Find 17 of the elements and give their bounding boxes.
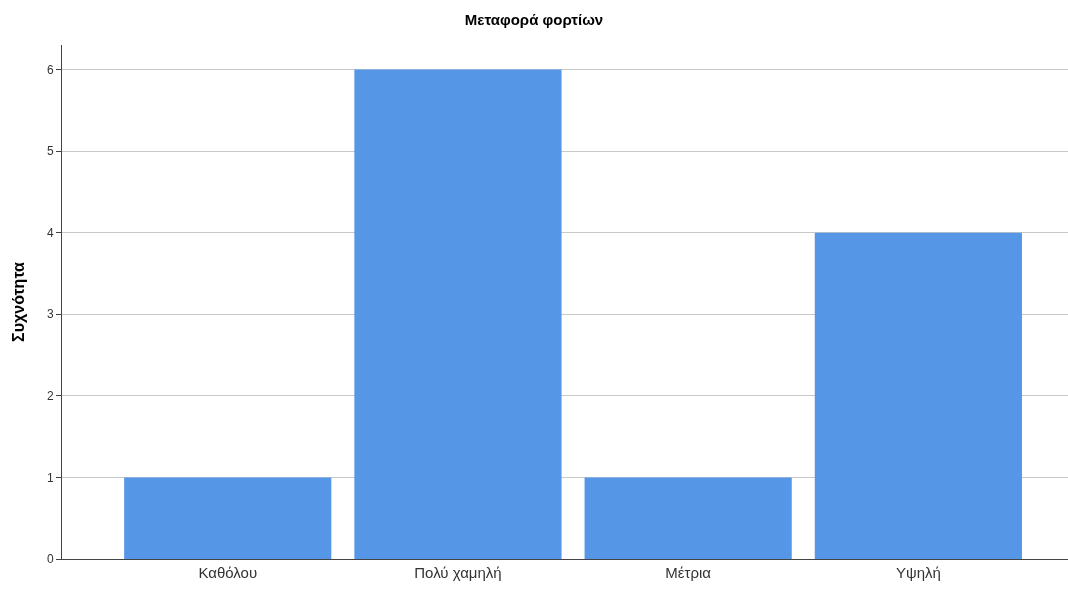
bar [354, 69, 562, 559]
x-tick-label: Καθόλου [198, 564, 258, 581]
x-tick-label: Υψηλή [895, 564, 941, 581]
y-tick-label: 3 [46, 307, 54, 322]
y-tick-label: 0 [46, 552, 54, 567]
bar [584, 477, 792, 559]
y-tick-label: 2 [46, 389, 54, 404]
y-axis-title: Συχνότητα [9, 261, 27, 342]
bar [124, 477, 332, 559]
chart-title: Μεταφορά φορτίων [464, 11, 604, 29]
y-tick-label: 4 [46, 225, 54, 240]
y-tick-label: 1 [46, 470, 54, 485]
bar [814, 232, 1022, 559]
x-tick-label: Μέτρια [665, 564, 712, 581]
y-tick-label: 5 [46, 144, 54, 159]
y-tick-label: 6 [46, 62, 54, 77]
x-tick-label: Πολύ χαμηλή [414, 564, 502, 581]
